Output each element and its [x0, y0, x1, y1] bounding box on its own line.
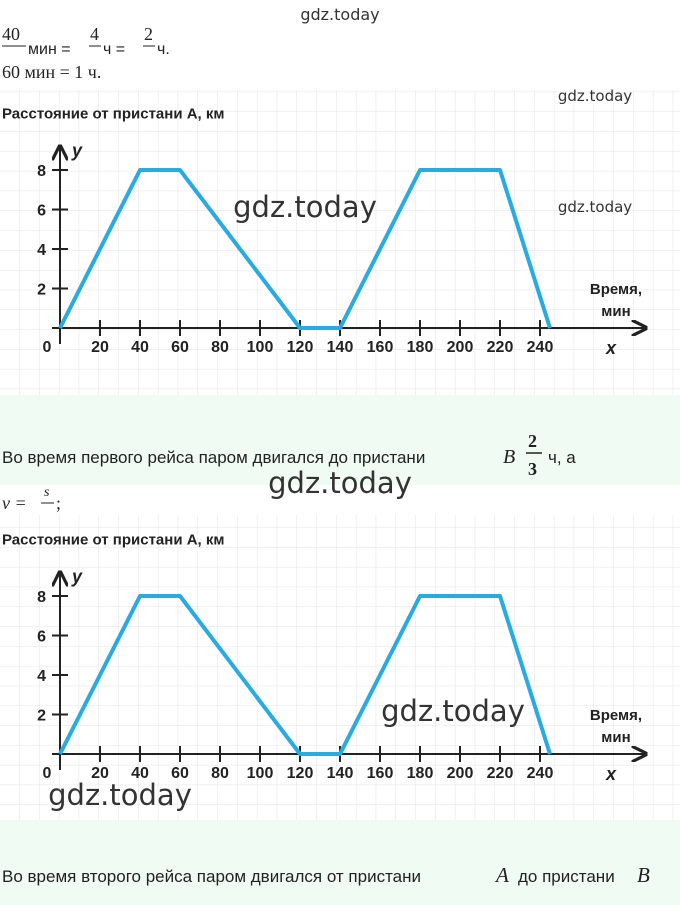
- x-tick-label: 200: [447, 339, 474, 356]
- green-band: [0, 395, 680, 485]
- formula-lhs: v =: [2, 493, 27, 513]
- watermark: gdz.today: [233, 190, 377, 224]
- y-axis-title: Расстояние от пристани А, км: [2, 105, 225, 122]
- paragraph: Во время первого рейса паром двигался до…: [2, 448, 425, 467]
- x-label: x: [605, 338, 617, 358]
- y-tick-label: 4: [37, 668, 46, 685]
- x-tick-label: 20: [91, 339, 109, 356]
- paragraph: ч, а: [548, 448, 576, 467]
- watermark: gdz.today: [268, 466, 412, 500]
- y-label: y: [71, 140, 83, 160]
- numerator: 4: [90, 24, 99, 44]
- x-tick-label: 160: [367, 339, 394, 356]
- data-line: [58, 168, 552, 330]
- x-tick-label: 120: [287, 765, 314, 782]
- formula: 40 мин = 4 ч = 2 ч. 60 мин = 1 ч.: [2, 24, 170, 82]
- paragraph: до пристани: [518, 867, 615, 886]
- graph-paper: [0, 90, 680, 395]
- numerator: 40: [2, 24, 20, 44]
- x-tick-label: 100: [247, 339, 274, 356]
- x-tick-label: 0: [43, 765, 52, 782]
- y-tick-label: 2: [37, 282, 46, 299]
- unit: ч.: [157, 41, 170, 58]
- unit: ч =: [103, 41, 125, 58]
- watermark: gdz.today: [300, 5, 379, 24]
- x-axis-title: мин: [601, 303, 630, 320]
- numerator: s: [44, 485, 50, 500]
- x-tick-label: 100: [247, 765, 274, 782]
- formula-line: 60 мин = 1 ч.: [2, 62, 101, 82]
- x-tick-label: 20: [91, 765, 109, 782]
- data-line: [58, 594, 552, 756]
- y-tick-label: 2: [37, 708, 46, 725]
- x-tick-label: 160: [367, 765, 394, 782]
- x-tick-label: 180: [407, 765, 434, 782]
- denominator: 3: [528, 459, 537, 479]
- watermark: gdz.today: [558, 198, 632, 216]
- x-tick-label: 60: [171, 765, 189, 782]
- unit: мин =: [28, 41, 71, 58]
- watermark: gdz.today: [48, 778, 192, 812]
- x-tick-label: 140: [327, 765, 354, 782]
- variable: B: [503, 446, 515, 468]
- paragraph: Во время второго рейса паром двигался от…: [2, 867, 421, 886]
- variable: A: [494, 863, 509, 887]
- y-tick-label: 6: [37, 629, 46, 646]
- x-tick-label: 80: [211, 765, 229, 782]
- y-tick-label: 8: [37, 589, 46, 606]
- x-axis-title: Время,: [590, 707, 642, 724]
- watermark: gdz.today: [381, 694, 525, 728]
- x-tick-label: 60: [171, 339, 189, 356]
- x-axis-title: Время,: [590, 281, 642, 298]
- x-tick-label: 120: [287, 339, 314, 356]
- watermark: gdz.today: [558, 87, 632, 105]
- x-label: x: [605, 764, 617, 784]
- x-tick-label: 180: [407, 339, 434, 356]
- formula: v = s ;: [2, 485, 61, 513]
- x-tick-label: 40: [131, 339, 149, 356]
- numerator: 2: [528, 431, 537, 451]
- x-axis-title: мин: [601, 729, 630, 746]
- y-tick-label: 8: [37, 163, 46, 180]
- y-label: y: [71, 566, 83, 586]
- x-tick-label: 200: [447, 765, 474, 782]
- y-tick-label: 4: [37, 242, 46, 259]
- variable: B: [637, 863, 650, 887]
- x-tick-label: 240: [527, 339, 554, 356]
- graph-paper: [0, 515, 680, 820]
- x-tick-label: 80: [211, 339, 229, 356]
- y-tick-label: 6: [37, 203, 46, 220]
- punctuation: ;: [56, 493, 61, 513]
- x-tick-label: 240: [527, 765, 554, 782]
- x-tick-label: 220: [487, 339, 514, 356]
- numerator: 2: [144, 24, 153, 44]
- x-tick-label: 0: [43, 339, 52, 356]
- x-tick-label: 140: [327, 339, 354, 356]
- green-band: [0, 820, 680, 905]
- y-axis-title: Расстояние от пристани А, км: [2, 531, 225, 548]
- x-tick-label: 40: [131, 765, 149, 782]
- x-tick-label: 220: [487, 765, 514, 782]
